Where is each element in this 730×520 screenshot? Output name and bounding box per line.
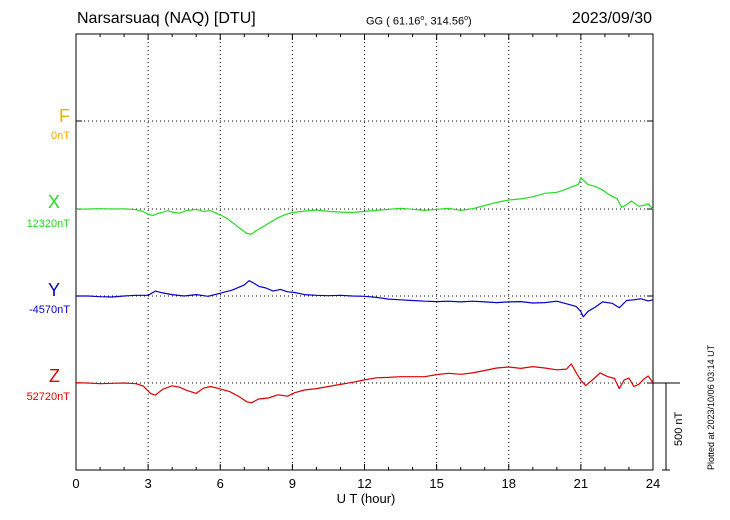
baseline-label-f: 0nT [51,130,70,142]
plotted-at-note: Plotted at 2023/10/06 03:14 UT [706,344,716,470]
x-tick-label-18: 18 [501,476,516,491]
baseline-label-y: -4570nT [29,304,70,316]
component-label-f: F [59,106,70,126]
degree-mark-lon: o [464,15,468,22]
scale-bar-label: 500 nT [673,411,685,446]
baseline-label-z: 52720nT [26,391,70,403]
x-tick-label-9: 9 [288,476,296,491]
coords-prefix: GG ( 61.16 [366,15,421,28]
x-tick-label-6: 6 [216,476,224,491]
plot-frame [75,33,654,471]
component-label-y: Y [47,280,60,300]
x-tick-label-12: 12 [357,476,372,491]
degree-mark-lat: o [420,15,425,22]
baseline-label-x: 12320nT [26,218,70,230]
coords-mid: , 314.56 [424,15,465,28]
series-line-y [76,280,654,318]
component-label-x: X [47,192,60,212]
station-title: Narsarsuaq (NAQ) [DTU] [77,10,256,27]
x-tick-label-0: 0 [72,476,80,491]
x-tick-label-24: 24 [645,476,661,491]
component-label-z: Z [49,366,60,386]
x-tick-label-21: 21 [573,476,589,491]
x-tick-label-3: 3 [144,476,152,491]
plot-date: 2023/09/30 [571,10,652,27]
series-line-x [75,177,654,235]
coords-suffix: ) [468,15,472,28]
geographic-coordinates: GG ( 61.16o, 314.56o) [366,15,472,28]
x-axis-label: U T (hour) [336,491,396,506]
series-line-z [75,363,654,404]
x-tick-label-15: 15 [429,476,444,491]
